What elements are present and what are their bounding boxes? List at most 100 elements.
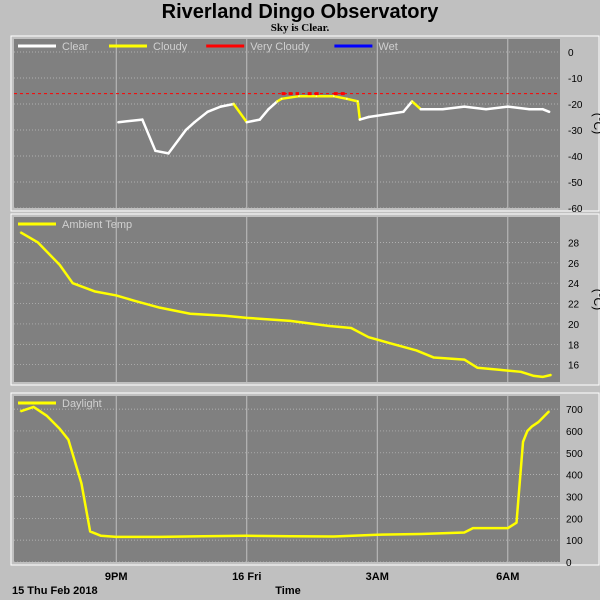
data-point [184,129,187,131]
data-point [332,95,335,98]
x-tick-label: 9PM [105,571,128,583]
data-point [141,118,144,121]
data-point [419,533,422,535]
legend-label: Daylight [62,398,102,410]
data-point [541,376,544,378]
data-point [548,110,551,113]
data-point [245,534,248,537]
data-point [37,241,39,244]
series-line-segment [410,100,423,111]
data-point [463,105,466,108]
data-point [345,97,348,100]
legend-label: Clear [62,41,89,53]
data-point [519,370,522,373]
data-point [89,530,92,533]
data-point [522,440,524,443]
data-point [93,290,96,293]
data-point [550,373,553,376]
data-point [154,149,157,152]
data-point [367,336,370,339]
series-line-segment [206,105,222,114]
y-tick-label: 600 [566,427,583,438]
data-point [117,121,120,124]
data-point [385,113,387,116]
series-line-segment [232,102,249,124]
legend-label: Cloudy [153,41,188,53]
y-tick-label: 700 [566,405,583,416]
sky-status: Sky is Clear. [270,22,330,34]
series-line-segment [245,118,262,124]
series-line-segment [358,115,370,121]
x-tick-label: 16 Fri [232,571,261,583]
data-point [402,110,405,113]
data-point [532,374,535,377]
data-point [419,108,422,111]
series-line-segment [117,118,144,124]
y-tick-label: 0 [566,558,572,569]
y-tick-label: -20 [568,100,583,111]
data-point [206,110,209,113]
legend-label: Very Cloudy [250,41,310,53]
data-point [498,368,500,371]
y-tick-label: 26 [568,259,580,270]
series-line-segment [167,128,188,155]
data-point [432,356,435,359]
series-line-segment [506,105,531,111]
data-point [267,108,270,111]
data-point [276,100,279,103]
series-line-segment [258,107,270,121]
data-point [389,342,392,345]
data-point [115,294,118,297]
series-line-segment [280,94,301,101]
x-tick-label: 3AM [366,571,389,583]
y-tick-label: 300 [566,492,583,503]
y-axis-label: (°C) [591,113,600,134]
series-line-segment [463,105,488,111]
data-point [224,314,226,317]
y-tick-label: -40 [568,152,583,163]
data-point [258,118,261,121]
sky-temp-panel: 0 -10 -20 -30 -40 -50 -60 (°C) Clear Cloudy Very C… [10,35,600,215]
data-point [367,116,370,118]
data-point [541,108,544,111]
data-point [537,421,540,424]
series-line-segment [219,102,235,108]
data-point [202,535,205,538]
data-point [245,121,248,124]
data-point [58,427,61,430]
plot-area [14,39,560,208]
page-title: Riverland Dingo Observatory [161,1,439,23]
data-point [289,535,292,538]
data-point [485,108,487,111]
data-point [358,118,361,121]
data-point [232,103,235,105]
data-point [463,531,466,534]
panel-frame [10,392,600,566]
data-point [350,327,353,329]
y-tick-label: -30 [568,126,583,137]
data-point [415,349,418,352]
series-line-segment [267,100,279,111]
data-point [526,430,529,432]
series-line-segment [184,120,196,132]
series-line-segment [141,118,157,153]
ambient-temp-panel: 16 18 20 22 24 26 28 (°C) Ambient Temp [10,213,600,386]
data-point [332,535,335,538]
data-point [167,152,170,155]
series-line-segment [332,94,349,101]
y-tick-label: 16 [568,361,580,372]
y-tick-label: -50 [568,178,583,189]
y-tick-label: -10 [568,74,583,85]
data-point [193,121,196,124]
data-point [548,410,551,413]
y-tick-label: 400 [566,471,583,482]
start-date-label: 15 Thu Feb 2018 [12,585,98,597]
y-tick-label: 18 [568,340,580,351]
series-line-segment [402,100,414,114]
panel-frame [10,213,600,386]
data-point [441,108,444,111]
time-axis-label: Time [275,585,300,597]
data-point [219,105,222,108]
y-tick-label: 500 [566,449,583,460]
data-point [19,231,22,234]
